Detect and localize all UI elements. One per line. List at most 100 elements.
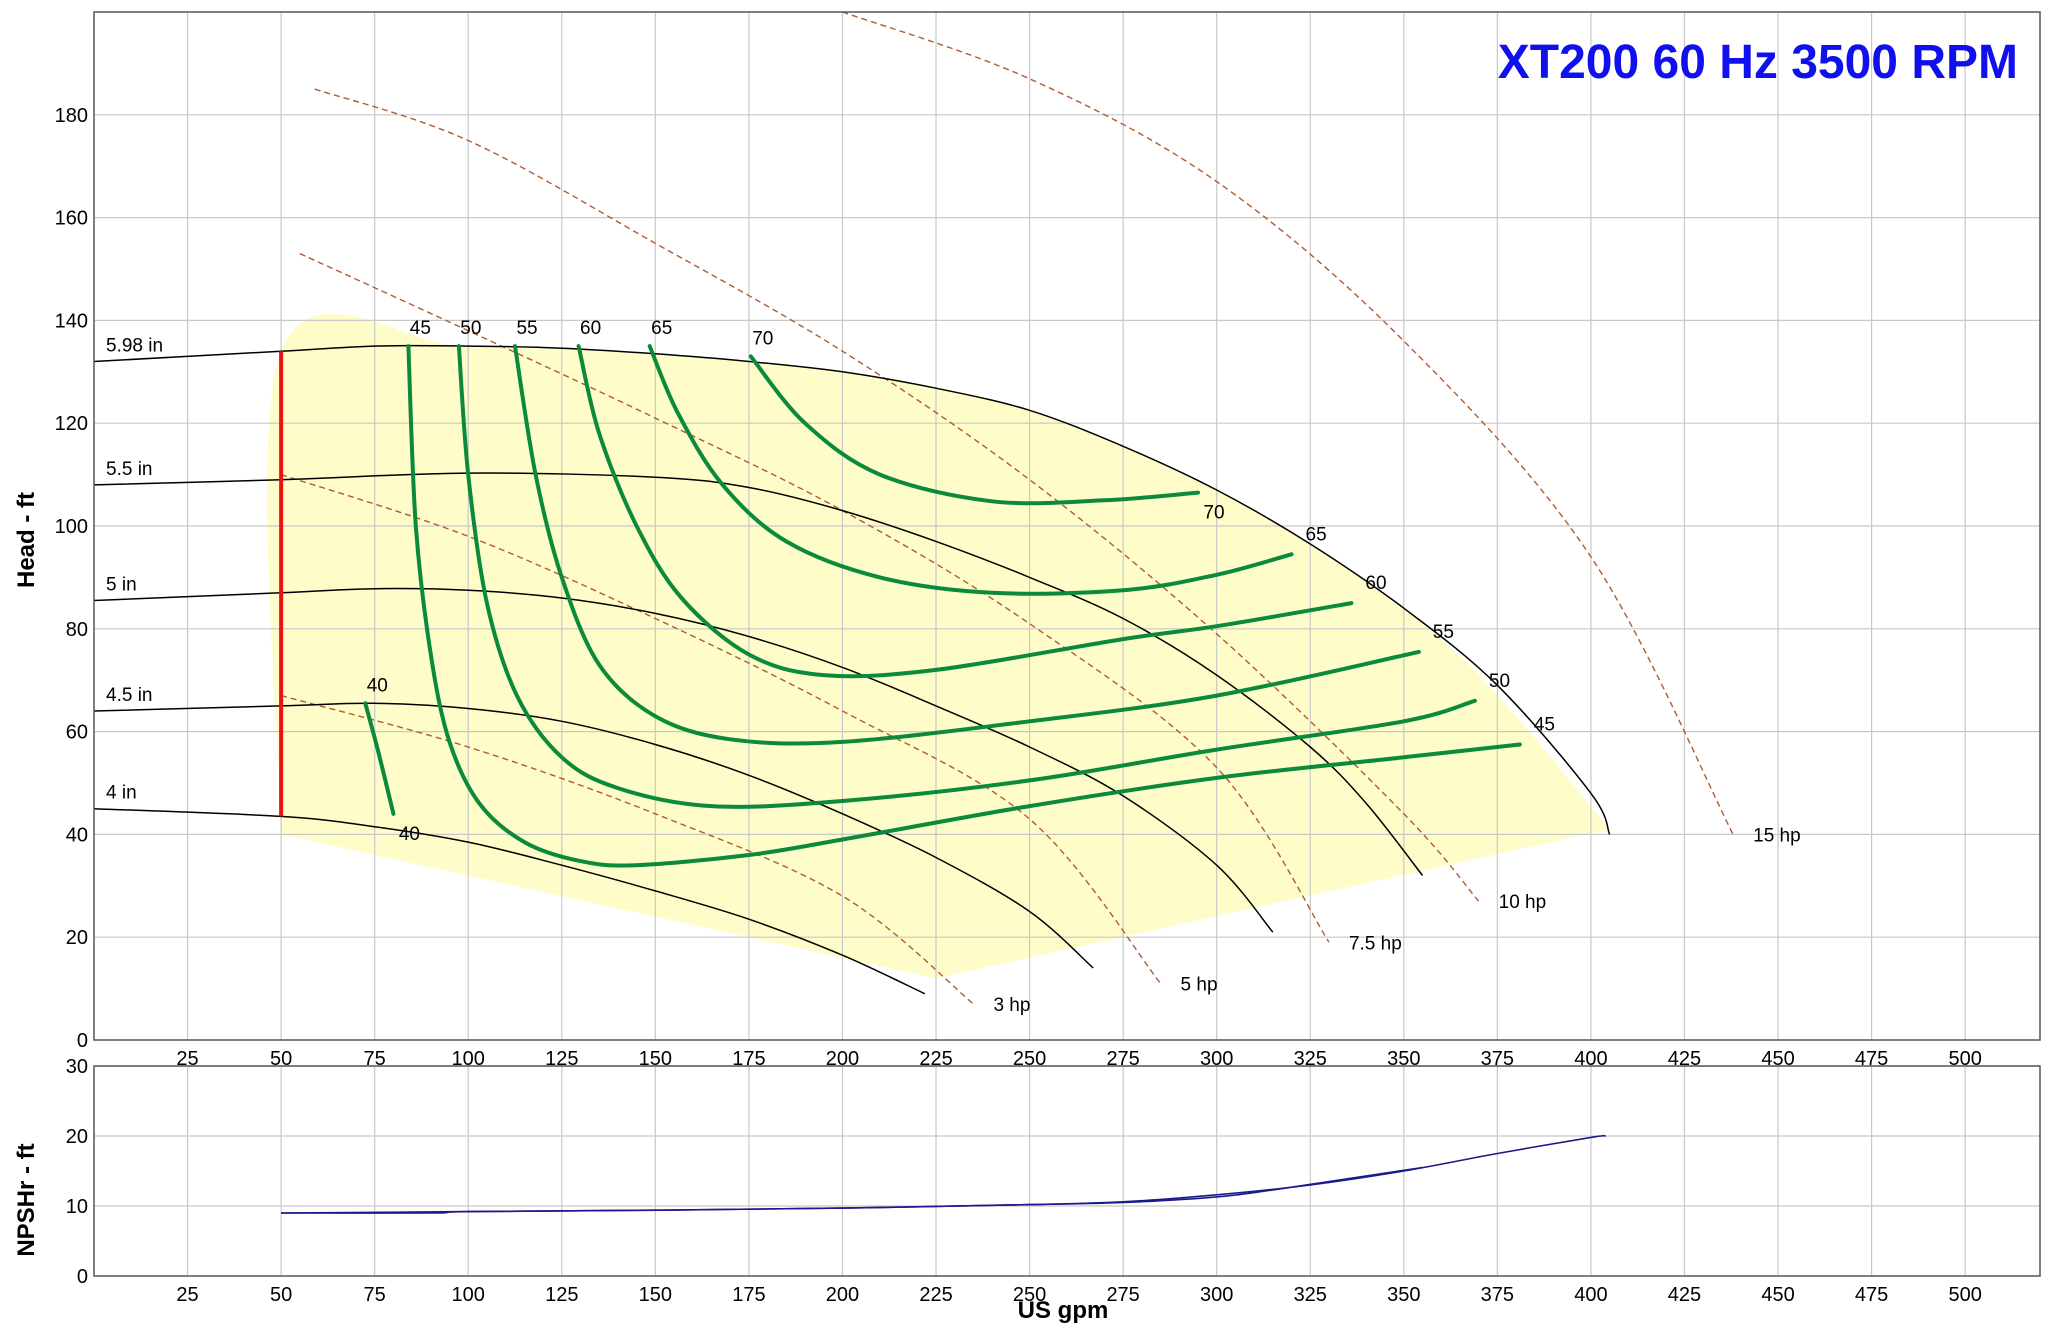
efficiency-curve-label: 60	[1365, 573, 1386, 594]
power-curve	[280, 473, 1162, 984]
head-x-tick-label: 475	[1855, 1048, 1888, 1070]
impeller-curve-label: 5.98 in	[106, 336, 163, 357]
npshr-y-tick-label: 10	[66, 1196, 88, 1218]
impeller-curve-label: 4.5 in	[106, 685, 152, 706]
efficiency-curve-label: 50	[1489, 671, 1510, 692]
head-x-tick-label: 325	[1294, 1048, 1327, 1070]
power-curve-label: 3 hp	[993, 995, 1030, 1016]
head-y-tick-label: 80	[66, 619, 88, 641]
npshr-x-tick-label: 275	[1106, 1284, 1139, 1306]
power-curve-label: 7.5 hp	[1349, 933, 1402, 954]
power-curve	[842, 11, 1734, 835]
efficiency-curve-label: 55	[516, 318, 537, 339]
npshr-plot-frame	[93, 1065, 2041, 1277]
npshr-x-tick-label: 225	[919, 1284, 952, 1306]
head-x-tick-label: 450	[1761, 1048, 1794, 1070]
impeller-curve	[93, 344, 1611, 835]
npshr-curve	[281, 1166, 1423, 1214]
efficiency-curve-label: 70	[1203, 503, 1224, 524]
head-y-tick-label: 180	[55, 105, 88, 127]
npshr-x-tick-label: 400	[1574, 1284, 1607, 1306]
head-y-tick-label: 120	[55, 413, 88, 435]
npshr-x-tick-label: 300	[1200, 1284, 1233, 1306]
npshr-x-tick-label: 475	[1855, 1284, 1888, 1306]
power-curve-label: 10 hp	[1499, 892, 1547, 913]
efficiency-curve	[748, 354, 1200, 506]
efficiency-curve-label: 40	[399, 824, 420, 845]
npshr-x-tick-label: 150	[639, 1284, 672, 1306]
impeller-curve	[93, 587, 1274, 933]
npshr-y-tick-label: 0	[77, 1266, 88, 1288]
efficiency-curve	[647, 344, 1294, 596]
npshr-x-tick-label: 75	[364, 1284, 386, 1306]
efficiency-curve	[363, 701, 396, 816]
efficiency-curve-label: 70	[752, 328, 773, 349]
npshr-x-tick-label: 375	[1481, 1284, 1514, 1306]
npshr-x-tick-label: 325	[1294, 1284, 1327, 1306]
efficiency-curve-label: 45	[410, 318, 431, 339]
npshr-x-tick-label: 175	[732, 1284, 765, 1306]
x-axis-title: US gpm	[1018, 1297, 1109, 1324]
efficiency-curve	[576, 344, 1354, 679]
head-y-tick-label: 0	[77, 1030, 88, 1052]
npshr-y-tick-label: 30	[66, 1056, 88, 1078]
npshr-x-tick-label: 200	[826, 1284, 859, 1306]
efficiency-curve-label: 40	[367, 675, 388, 696]
head-y-tick-label: 140	[55, 310, 88, 332]
npshr-x-tick-label: 500	[1948, 1284, 1981, 1306]
efficiency-curve-label: 65	[1306, 524, 1327, 545]
head-x-tick-label: 125	[545, 1048, 578, 1070]
head-y-tick-label: 100	[55, 516, 88, 538]
head-x-tick-label: 50	[270, 1048, 292, 1070]
impeller-curve-label: 4 in	[106, 783, 137, 804]
head-x-tick-label: 275	[1106, 1048, 1139, 1070]
head-x-tick-label: 200	[826, 1048, 859, 1070]
power-curve-label: 15 hp	[1753, 825, 1801, 846]
npshr-x-tick-label: 25	[176, 1284, 198, 1306]
head-plot-frame	[93, 11, 2041, 1041]
impeller-curve-label: 5 in	[106, 575, 137, 596]
efficiency-curve-label: 55	[1433, 622, 1454, 643]
npshr-y-tick-label: 20	[66, 1126, 88, 1148]
head-x-tick-label: 100	[452, 1048, 485, 1070]
impeller-curve	[93, 702, 1094, 969]
impeller-curve-label: 5.5 in	[106, 459, 152, 480]
npshr-x-tick-label: 250	[1013, 1284, 1046, 1306]
head-x-tick-label: 250	[1013, 1048, 1046, 1070]
head-y-tick-label: 20	[66, 927, 88, 949]
head-x-tick-label: 350	[1387, 1048, 1420, 1070]
npshr-x-tick-label: 450	[1761, 1284, 1794, 1306]
efficiency-curve-label: 60	[580, 318, 601, 339]
npshr-x-tick-label: 100	[452, 1284, 485, 1306]
efficiency-curve-label: 50	[460, 318, 481, 339]
head-axis-title: Head - ft	[13, 492, 40, 588]
operating-region	[267, 313, 1610, 979]
npshr-x-tick-label: 425	[1668, 1284, 1701, 1306]
head-y-tick-label: 160	[55, 208, 88, 230]
head-x-tick-label: 425	[1668, 1048, 1701, 1070]
head-x-tick-label: 225	[919, 1048, 952, 1070]
power-curve	[280, 694, 974, 1005]
head-x-tick-label: 300	[1200, 1048, 1233, 1070]
efficiency-curve-label: 65	[651, 318, 672, 339]
chart-title: XT200 60 Hz 3500 RPM	[1498, 36, 2018, 89]
power-curve-label: 5 hp	[1181, 974, 1218, 995]
npshr-x-tick-label: 350	[1387, 1284, 1420, 1306]
head-x-tick-label: 150	[639, 1048, 672, 1070]
npshr-axis-title: NPSHr - ft	[13, 1143, 40, 1256]
npshr-x-tick-label: 125	[545, 1284, 578, 1306]
power-curve	[314, 88, 1480, 902]
head-y-tick-label: 60	[66, 722, 88, 744]
npshr-curve	[281, 1134, 1606, 1214]
efficiency-curve	[406, 344, 1522, 868]
head-x-tick-label: 75	[364, 1048, 386, 1070]
impeller-curve	[93, 472, 1424, 876]
head-x-tick-label: 400	[1574, 1048, 1607, 1070]
head-x-tick-label: 375	[1481, 1048, 1514, 1070]
npshr-x-tick-label: 50	[270, 1284, 292, 1306]
head-x-tick-label: 25	[176, 1048, 198, 1070]
head-y-tick-label: 40	[66, 824, 88, 846]
head-x-tick-label: 175	[732, 1048, 765, 1070]
